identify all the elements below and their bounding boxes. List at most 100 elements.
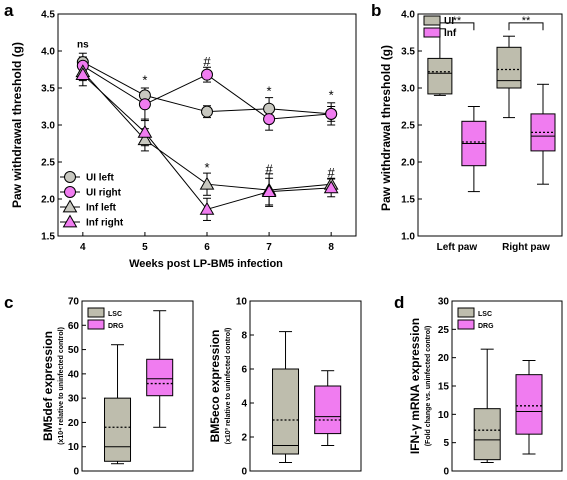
y-axis-title-b: Paw withdrawal threshold (g) <box>379 45 393 211</box>
significance-mark: * <box>329 87 334 102</box>
c1-legend-swatch <box>87 319 105 330</box>
data-point <box>75 67 91 81</box>
legend-marker <box>62 199 78 213</box>
x-axis-title-a: Weeks post LP-BM5 infection <box>129 258 283 270</box>
c1-legend-swatch <box>87 307 105 318</box>
b-legend-swatch <box>423 15 441 26</box>
b-legend-label: Inf <box>444 28 457 39</box>
y-axis-subtitle-d: (Fold change vs. uninfected control) <box>425 326 432 447</box>
significance-mark: * <box>204 160 209 175</box>
y-axis-title-a: Paw withdrawal threshold (g) <box>10 42 24 208</box>
series-a <box>75 52 339 221</box>
panel-label-b: b <box>371 1 381 20</box>
boxes-c1 <box>104 310 174 465</box>
c2-ytick-label: 2 <box>241 433 247 444</box>
c1-ytick-label: 20 <box>68 418 80 429</box>
legend-marker <box>62 214 78 228</box>
c1-ytick-label: 70 <box>68 297 80 308</box>
panel-label-d: d <box>394 293 404 312</box>
boxes-b: ** ** <box>427 15 556 193</box>
box-chart-d: 0 5 10 15 20 25 30 IFN-γ mRNA expression (Fold… <box>408 297 563 478</box>
legend-a: UI left UI right Inf left Inf right <box>60 171 124 229</box>
panel-label-c: c <box>4 293 13 312</box>
y-axis-title-c2: BM5eco expression <box>208 330 222 443</box>
d-legend-label: DRG <box>478 323 494 330</box>
box-chart-c-bm5def: 0 10 20 30 40 50 60 70 BM5def expression (x10⁴ … <box>41 297 194 478</box>
box-chart-b: 1.0 1.5 2.0 2.5 3.0 3.5 4.0 Left paw Right paw *… <box>379 10 563 254</box>
b-ytick-label: 3.5 <box>401 47 415 58</box>
legend-d: LSC DRG <box>457 307 494 330</box>
b-ytick-label: 1.0 <box>401 232 415 243</box>
d-ytick-label: 30 <box>438 297 450 308</box>
a-ytick-label: 1.5 <box>41 232 55 243</box>
c2-box <box>314 385 342 435</box>
c1-legend-label: DRG <box>108 323 124 330</box>
legend-label: Inf left <box>86 203 117 214</box>
d-ytick-label: 5 <box>443 438 449 449</box>
d-ytick-label: 0 <box>443 467 449 478</box>
c1-ytick-label: 60 <box>68 321 80 332</box>
c1-ytick-label: 30 <box>68 394 80 405</box>
line-chart-a: 1.5 2.0 2.5 3.0 3.5 4.0 4.5 4 5 6 7 8 ns * # * * * # # Wee… <box>10 10 357 270</box>
b-category-label: Right paw <box>502 242 550 253</box>
significance-mark: # <box>203 54 211 69</box>
significance-mark: * <box>267 84 272 99</box>
significance-mark: ns <box>77 40 89 51</box>
significance-mark: ** <box>522 15 531 27</box>
significance-mark: ** <box>453 15 462 27</box>
boxes-d <box>473 348 543 463</box>
c2-ytick-label: 8 <box>241 331 247 342</box>
significance-bracket <box>508 22 544 31</box>
data-point <box>199 176 215 190</box>
c1-box <box>104 397 132 462</box>
axis-ticks-b: 1.0 1.5 2.0 2.5 3.0 3.5 4.0 Left paw Right paw <box>401 10 550 254</box>
significance-mark: * <box>142 73 147 88</box>
b-ytick-label: 4.0 <box>401 10 415 21</box>
b-legend-swatch <box>423 27 441 38</box>
c1-ytick-label: 10 <box>68 442 80 453</box>
c1-ytick-label: 40 <box>68 369 80 380</box>
y-axis-title-c1: BM5def expression <box>41 331 55 441</box>
a-xtick-label: 5 <box>142 242 148 253</box>
legend-marker <box>64 186 76 198</box>
d-box <box>473 408 501 461</box>
significance-mark: # <box>328 165 336 180</box>
d-box <box>515 374 543 435</box>
panel-label-a: a <box>4 1 14 20</box>
a-xtick-label: 6 <box>204 242 210 253</box>
data-point <box>201 68 213 81</box>
c1-legend-label: LSC <box>108 311 122 318</box>
d-legend-label: LSC <box>478 311 492 318</box>
axis-ticks-c2: 0 2 4 6 8 10 <box>236 297 254 478</box>
b-legend-label: UI <box>444 16 454 27</box>
a-ytick-label: 3.0 <box>41 121 55 132</box>
d-ytick-label: 15 <box>438 382 450 393</box>
a-ytick-label: 3.5 <box>41 84 55 95</box>
data-point <box>137 124 153 138</box>
data-point <box>201 105 213 118</box>
legend-label: Inf right <box>86 218 124 229</box>
c2-box <box>272 368 300 455</box>
c1-ytick-label: 0 <box>73 467 79 478</box>
a-ytick-label: 4.5 <box>41 10 55 21</box>
c2-ytick-label: 0 <box>241 467 247 478</box>
data-point <box>199 201 215 215</box>
significance-mark: # <box>265 161 273 176</box>
a-ytick-label: 4.0 <box>41 47 55 58</box>
c2-ytick-label: 10 <box>236 297 248 308</box>
b-box <box>496 46 522 89</box>
plot-frame-c1 <box>81 300 194 472</box>
c1-box <box>146 358 174 397</box>
legend-c1: LSC DRG <box>87 307 124 330</box>
d-legend-swatch <box>457 319 475 330</box>
boxes-c2 <box>272 331 342 463</box>
significance-bracket <box>439 22 475 31</box>
data-point <box>261 184 277 197</box>
c2-ytick-label: 4 <box>241 399 247 410</box>
box-chart-c-bm5eco: 0 2 4 6 8 10 BM5eco expression (x10³ relative… <box>208 297 362 478</box>
a-xtick-label: 8 <box>328 242 334 253</box>
data-point <box>137 132 153 146</box>
data-point <box>138 98 151 111</box>
